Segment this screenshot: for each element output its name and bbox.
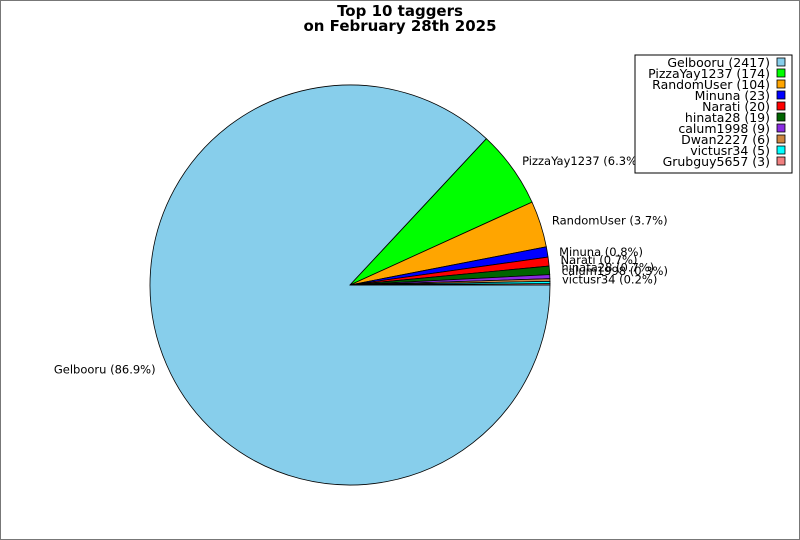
legend-label-hinata28: hinata28 (19) [685, 110, 770, 125]
pie-slices [149, 84, 551, 486]
legend-label-narati: Narati (20) [702, 99, 770, 114]
legend-swatch-narati [776, 101, 786, 111]
legend-swatch-pizzayay1237 [776, 68, 786, 78]
legend-swatch-hinata28 [776, 112, 786, 122]
slice-label-hinata28: hinata28 (0.7%) [561, 260, 654, 274]
legend-label-minuna: Minuna (23) [695, 88, 770, 103]
slice-label-randomuser: RandomUser (3.7%) [552, 213, 668, 227]
pie-slice-labels: Gelbooru (86.9%) PizzaYay1237 (6.3%) Rando… [54, 154, 668, 376]
chart-title-line-1: Top 10 taggers [337, 2, 463, 20]
legend-label-grubguy5657: Grubguy5657 (3) [663, 154, 770, 169]
legend-swatch-randomuser [776, 79, 786, 89]
legend-swatch-calum1998 [776, 123, 786, 133]
pie-slice-grubguy5657 [349, 283, 551, 286]
legend-swatch-grubguy5657 [776, 156, 786, 166]
pie-slice-gelbooru [149, 84, 551, 486]
legend-swatch-gelbooru [776, 57, 786, 67]
legend-label-pizzayay1237: PizzaYay1237 (174) [648, 66, 770, 81]
slice-label-calum1998: calum1998 (0.3%) [562, 264, 668, 278]
slice-label-pizzayay1237: PizzaYay1237 (6.3%) [522, 154, 641, 168]
slice-label-gelbooru: Gelbooru (86.9%) [54, 363, 156, 377]
legend-label-randomuser: RandomUser (104) [652, 77, 770, 92]
legend-label-calum1998: calum1998 (9) [678, 121, 770, 136]
legend-label-victusr34: victusr34 (5) [690, 143, 770, 158]
legend-swatch-dwan2227 [776, 134, 786, 144]
slice-label-narati: Narati (0.7%) [561, 253, 638, 267]
legend-swatch-victusr34 [776, 145, 786, 155]
legend-label-gelbooru: Gelbooru (2417) [667, 55, 770, 70]
chart-title-line-2: on February 28th 2025 [303, 17, 496, 35]
legend-label-dwan2227: Dwan2227 (6) [681, 132, 770, 147]
legend-box [634, 54, 793, 174]
legend: Gelbooru (2417)PizzaYay1237 (174)RandomU… [634, 54, 793, 174]
legend-swatch-minuna [776, 90, 786, 100]
slice-label-minuna: Minuna (0.8%) [559, 245, 643, 259]
slice-label-victusr34: victusr34 (0.2%) [562, 272, 657, 286]
